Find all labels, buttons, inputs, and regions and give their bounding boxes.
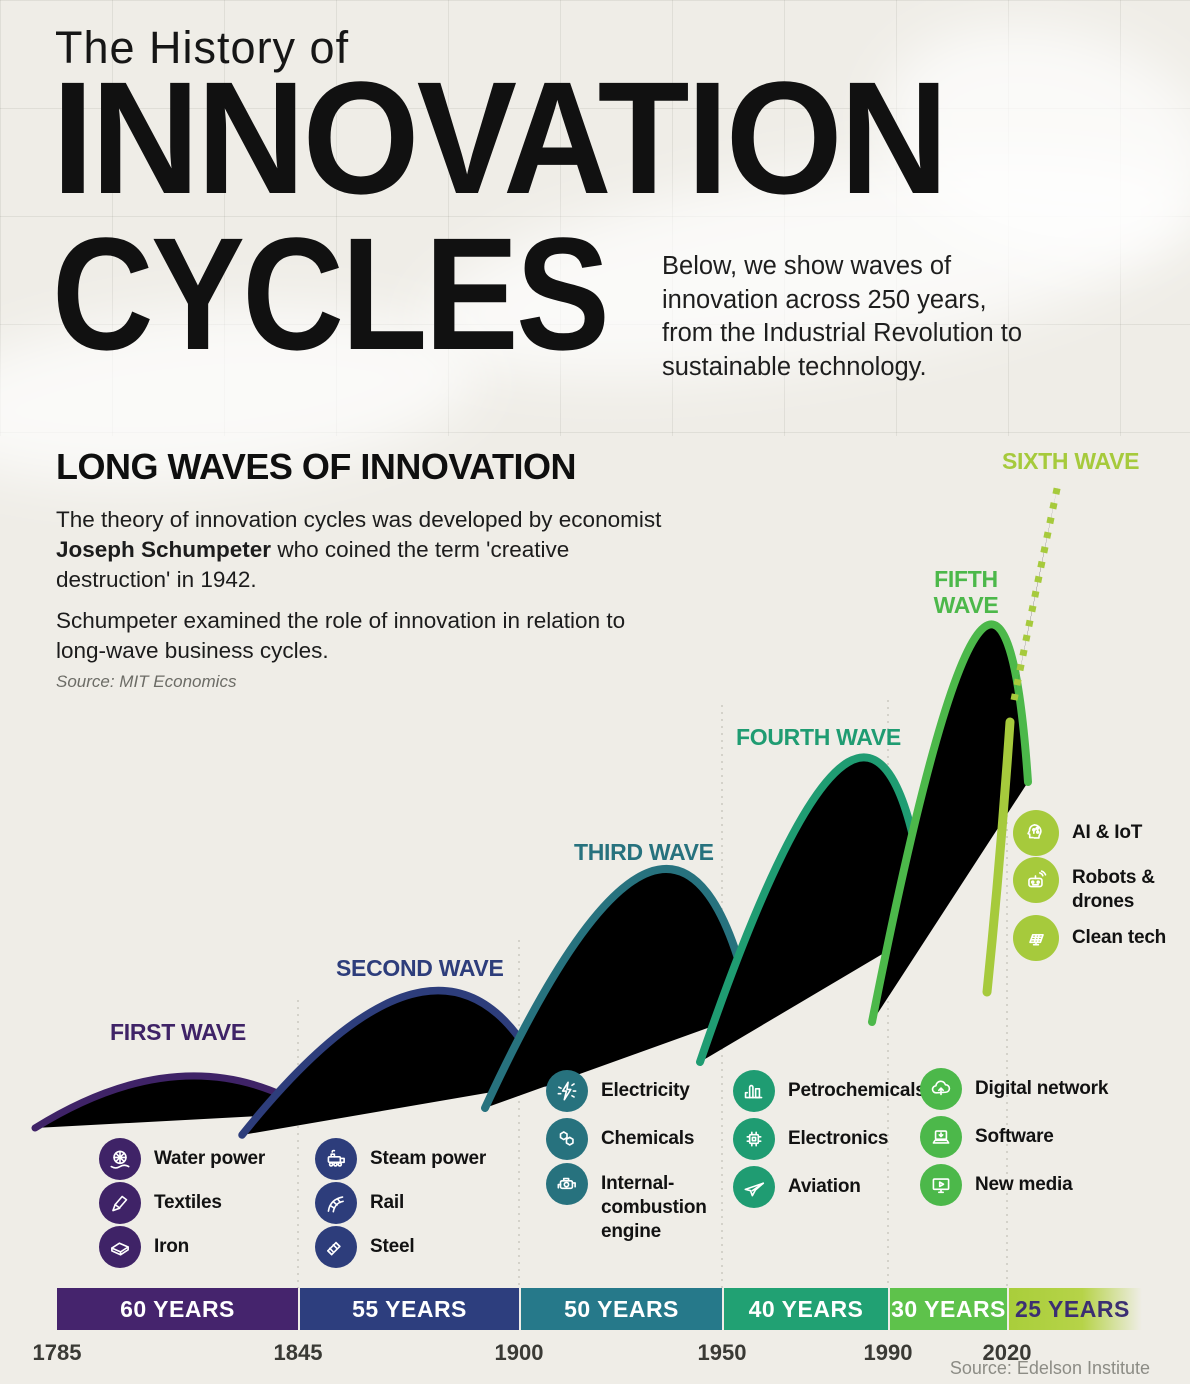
list-item: Electricity <box>546 1067 719 1115</box>
timeline-segment-60-years: 60 YEARS <box>57 1288 298 1330</box>
steel-beam-icon <box>315 1226 357 1268</box>
timeline-segment-55-years: 55 YEARS <box>298 1288 519 1330</box>
title-kicker: The History of <box>55 22 350 73</box>
list-item: Textiles <box>99 1181 265 1225</box>
tech-label: Steam power <box>370 1148 487 1169</box>
tech-label: Rail <box>370 1192 405 1213</box>
intro-paragraph: Below, we show waves of innovation acros… <box>662 252 1023 381</box>
sixth-wave-curve-solid <box>982 717 1015 997</box>
list-item: Internal-combustion engine <box>546 1163 719 1244</box>
page-title-line2: CYCLES <box>52 204 610 383</box>
fourth-wave-tech-list: Petrochemicals Electronics Aviation <box>733 1067 926 1211</box>
sixth-wave-tech-list: AI & IoT Robots & drones Clean tech <box>1013 809 1167 962</box>
section-heading: LONG WAVES OF INNOVATION <box>56 446 577 487</box>
list-item: Steam power <box>315 1137 486 1181</box>
list-item: Robots & drones <box>1013 857 1167 914</box>
tech-label: Petrochemicals <box>788 1080 926 1101</box>
list-item: New media <box>920 1161 1108 1209</box>
tech-label: AI & IoT <box>1072 822 1143 843</box>
second-wave-curve <box>238 986 549 1139</box>
body-paragraph-2: Schumpeter examined the role of innovati… <box>56 608 626 663</box>
list-item: Petrochemicals <box>733 1067 926 1115</box>
list-item: AI & IoT <box>1013 809 1167 857</box>
list-item: Aviation <box>733 1163 926 1211</box>
software-laptop-icon <box>920 1116 962 1158</box>
source-edelson: Source: Edelson Institute <box>949 1358 1150 1378</box>
tech-label: Internal-combustion engine <box>601 1173 707 1242</box>
page-title-line1: INNOVATION <box>52 48 948 227</box>
para1-suffix: who coined the term 'creative destructio… <box>56 537 570 592</box>
year-tick: 1950 <box>697 1340 747 1365</box>
list-item: Rail <box>315 1181 486 1225</box>
year-tick: 1990 <box>863 1340 913 1365</box>
list-item: Electronics <box>733 1115 926 1163</box>
tech-label: Electricity <box>601 1080 690 1101</box>
first-wave-curve <box>31 1072 319 1132</box>
fifth-wave-tech-list: Digital network Software New media <box>920 1065 1108 1209</box>
source-mit: Source: MIT Economics <box>56 672 237 691</box>
tech-label: Robots & drones <box>1072 867 1155 912</box>
rail-track-icon <box>315 1182 357 1224</box>
tech-label: Textiles <box>154 1192 222 1213</box>
year-tick: 1845 <box>273 1340 323 1365</box>
tech-label: Water power <box>154 1148 266 1169</box>
timeline-segment-25-years: 25 YEARS <box>1007 1288 1142 1330</box>
first-wave-tech-list: Water power Textiles Iron <box>99 1137 265 1269</box>
tech-label: New media <box>975 1174 1073 1195</box>
para1-bold-name: Joseph Schumpeter <box>56 537 272 562</box>
list-item: Chemicals <box>546 1115 719 1163</box>
ai-iot-head-icon <box>1013 810 1059 856</box>
year-tick: 1900 <box>494 1340 544 1365</box>
steam-locomotive-icon <box>315 1138 357 1180</box>
second-wave-tech-list: Steam power Rail Steel <box>315 1137 486 1269</box>
fifth-wave-curve <box>868 620 1032 1026</box>
petrochemicals-refinery-icon <box>733 1070 775 1112</box>
aviation-plane-icon <box>733 1166 775 1208</box>
tech-label: Steel <box>370 1236 415 1257</box>
year-tick: 1785 <box>32 1340 82 1365</box>
third-wave-tech-list: Electricity Chemicals Internal-combustio… <box>546 1067 719 1244</box>
digital-network-cloud-icon <box>920 1068 962 1110</box>
list-item: Steel <box>315 1225 486 1269</box>
textiles-icon <box>99 1182 141 1224</box>
fifth-wave-label: FIFTH WAVE <box>933 566 999 618</box>
electricity-bolt-icon <box>546 1070 588 1112</box>
fourth-wave-label: FOURTH WAVE <box>736 724 901 750</box>
timeline-segment-40-years: 40 YEARS <box>722 1288 888 1330</box>
tech-label: Electronics <box>788 1128 889 1149</box>
tech-label: Clean tech <box>1072 927 1167 948</box>
timeline-segment-50-years: 50 YEARS <box>519 1288 722 1330</box>
list-item: Clean tech <box>1013 914 1167 962</box>
chemicals-hexagons-icon <box>546 1118 588 1160</box>
tech-label: Software <box>975 1126 1054 1147</box>
electronics-chip-icon <box>733 1118 775 1160</box>
tech-label: Aviation <box>788 1176 861 1197</box>
timeline-bar: 60 YEARS 55 YEARS 50 YEARS 40 YEARS 30 Y… <box>0 1288 1190 1330</box>
fourth-wave-curve <box>696 753 932 1066</box>
list-item: Software <box>920 1113 1108 1161</box>
tech-label: Digital network <box>975 1078 1109 1099</box>
new-media-monitor-icon <box>920 1164 962 1206</box>
para1-prefix: The theory of innovation cycles was deve… <box>56 507 662 532</box>
tech-label: Iron <box>154 1236 190 1257</box>
second-wave-label: SECOND WAVE <box>336 955 504 981</box>
third-wave-label: THIRD WAVE <box>574 839 714 865</box>
combustion-engine-icon <box>546 1163 588 1205</box>
list-item: Iron <box>99 1225 265 1269</box>
body-paragraph-1: The theory of innovation cycles was deve… <box>56 505 666 595</box>
tech-label: Chemicals <box>601 1128 695 1149</box>
robot-head-icon <box>1013 857 1059 903</box>
waterwheel-icon <box>99 1138 141 1180</box>
list-item: Digital network <box>920 1065 1108 1113</box>
sixth-wave-label: SIXTH WAVE <box>1002 448 1140 474</box>
first-wave-label: FIRST WAVE <box>110 1019 246 1045</box>
sixth-wave-curve-projected <box>1010 483 1062 701</box>
solar-panel-icon <box>1013 915 1059 961</box>
year-tick: 2020 <box>982 1340 1032 1365</box>
timeline-segment-30-years: 30 YEARS <box>888 1288 1007 1330</box>
list-item: Water power <box>99 1137 265 1181</box>
iron-ingot-icon <box>99 1226 141 1268</box>
